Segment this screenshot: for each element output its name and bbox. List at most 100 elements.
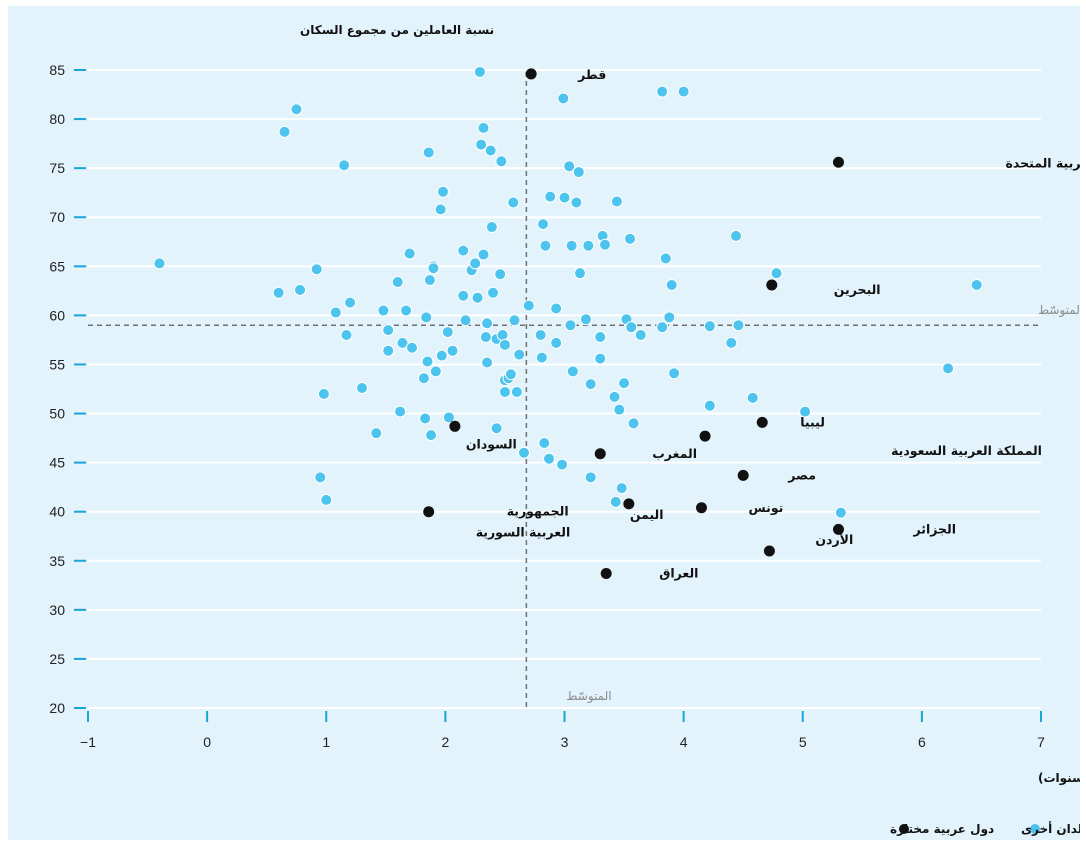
point-other-2	[278, 125, 291, 138]
point-other-113	[663, 311, 676, 324]
point-other-66	[507, 196, 520, 209]
point-other-81	[556, 458, 569, 471]
point-other-111	[656, 321, 669, 334]
point-other-47	[475, 138, 488, 151]
point-other-127	[970, 278, 983, 291]
point-other-72	[534, 329, 547, 342]
point-arab-9	[695, 502, 707, 514]
x-tick-label-5: 5	[799, 734, 807, 750]
y-tick-label-25: 25	[49, 651, 65, 667]
chart-background: المتوسّط المتوسّط 20 25 30 35 40 45 50 55 60 65 70 7…	[8, 6, 1080, 840]
point-other-52	[481, 317, 494, 330]
point-other-41	[457, 289, 470, 302]
point-other-7	[317, 387, 330, 400]
point-arab-11	[832, 523, 844, 535]
label-arab-4: المملكة العربية السعودية	[891, 443, 1042, 458]
point-other-124	[799, 405, 812, 418]
point-other-1	[272, 286, 285, 299]
point-other-23	[406, 341, 419, 354]
point-other-79	[550, 302, 563, 315]
point-other-78	[544, 190, 557, 203]
point-arab-7	[737, 469, 749, 481]
arab-countries-points	[423, 68, 844, 580]
label-arab-3: ليبيا	[800, 414, 825, 429]
point-other-32	[427, 262, 440, 275]
point-other-51	[481, 356, 494, 369]
point-other-19	[394, 405, 407, 418]
point-other-28	[422, 146, 435, 159]
label-arab-13: العراق	[659, 566, 698, 581]
mean-lines: المتوسّط المتوسّط	[88, 72, 1080, 708]
other-countries-points	[153, 65, 983, 519]
point-other-119	[725, 336, 738, 349]
point-arab-2	[766, 279, 778, 291]
point-other-37	[441, 326, 454, 339]
x-tick-label-3: 3	[561, 734, 569, 750]
point-other-3	[290, 103, 303, 116]
point-other-39	[446, 344, 459, 357]
point-other-91	[579, 313, 592, 326]
label-arab-10: الجمهورية	[507, 504, 569, 519]
point-other-96	[594, 330, 607, 343]
point-other-121	[732, 319, 745, 332]
point-other-74	[537, 218, 550, 231]
point-other-93	[584, 378, 597, 391]
point-other-35	[435, 349, 448, 362]
point-other-18	[391, 276, 404, 289]
y-tick-label-55: 55	[49, 356, 65, 372]
point-other-55	[487, 286, 500, 299]
point-arab-6	[594, 448, 606, 460]
point-other-112	[659, 252, 672, 265]
point-other-50	[479, 330, 492, 343]
legend-label-other: بلدان أخرى	[1021, 821, 1080, 836]
point-other-0	[153, 257, 166, 270]
point-other-107	[625, 321, 638, 334]
point-arab-1	[832, 156, 844, 168]
point-arab-10	[423, 506, 435, 518]
arab-country-labels: قطر الإمارات العربية المتحدة البحرين ليبيا ا…	[466, 67, 1080, 581]
point-arab-12	[763, 545, 775, 557]
point-other-88	[570, 196, 583, 209]
point-arab-3	[756, 416, 768, 428]
mean-y-label: المتوسّط	[1038, 303, 1080, 318]
y-tick-label-60: 60	[49, 307, 65, 323]
point-other-21	[400, 304, 413, 317]
y-tick-label-65: 65	[49, 258, 65, 274]
y-tick-label-30: 30	[49, 602, 65, 618]
point-other-42	[459, 314, 472, 327]
point-other-29	[423, 274, 436, 287]
point-arab-8	[623, 498, 635, 510]
point-other-114	[665, 278, 678, 291]
point-other-69	[513, 348, 526, 361]
point-arab-4	[699, 430, 711, 442]
point-other-101	[610, 195, 623, 208]
point-other-24	[417, 372, 430, 385]
point-other-26	[420, 311, 433, 324]
point-other-98	[599, 238, 612, 251]
y-axis: 20 25 30 35 40 45 50 55 60 65 70 75 80 85	[49, 62, 86, 716]
point-other-108	[627, 417, 640, 430]
point-other-67	[508, 314, 521, 327]
point-other-80	[550, 336, 563, 349]
point-other-60	[496, 329, 509, 342]
point-other-53	[484, 144, 497, 157]
point-other-59	[495, 155, 508, 168]
legend-label-arab: دول عربية مختارة	[890, 822, 994, 837]
point-other-33	[429, 365, 442, 378]
label-arab-0: قطر	[577, 67, 606, 82]
point-other-5	[310, 263, 323, 276]
y-tick-label-70: 70	[49, 209, 65, 225]
label-arab-5: السودان	[466, 436, 517, 451]
point-other-120	[730, 229, 743, 242]
point-other-87	[566, 365, 579, 378]
point-other-14	[370, 427, 383, 440]
point-arab-0	[525, 68, 537, 80]
point-other-6	[314, 471, 327, 484]
point-other-83	[558, 191, 571, 204]
point-other-4	[294, 283, 307, 296]
label-arab-7: مصر	[787, 467, 816, 482]
point-other-71	[522, 299, 535, 312]
x-tick-label-0: 0	[203, 734, 211, 750]
label-arab-9: تونس	[748, 500, 783, 515]
